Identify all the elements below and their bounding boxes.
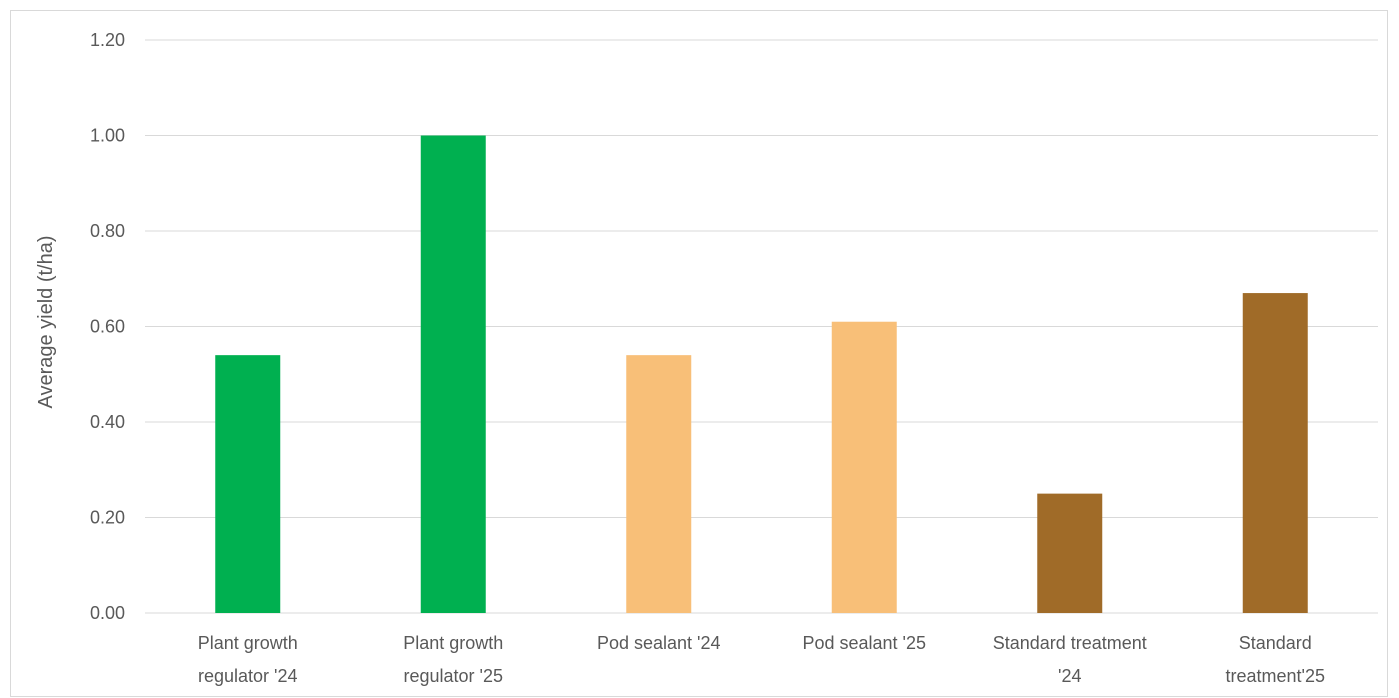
x-tick-label: Standard [1239,633,1312,653]
y-axis-title: Average yield (t/ha) [35,235,57,408]
x-tick-label: Plant growth [403,633,503,653]
x-axis-ticks: Plant growth regulator '24 Plant growth reg… [198,633,1325,686]
x-tick-label: Standard treatment [993,633,1147,653]
x-tick-label: regulator '25 [403,666,503,686]
x-tick-label: '24 [1058,666,1081,686]
y-axis-ticks: 0.00 0.20 0.40 0.60 0.80 1.00 1.20 [90,30,125,623]
bar [831,321,897,613]
y-tick-label: 0.80 [90,221,125,241]
y-tick-label: 0.40 [90,412,125,432]
y-tick-label: 1.20 [90,30,125,50]
x-tick-label: treatment'25 [1226,666,1326,686]
bar [1037,493,1103,613]
y-tick-label: 0.00 [90,603,125,623]
bar [626,355,692,613]
gridlines [145,39,1378,614]
bar [420,135,486,613]
y-tick-label: 1.00 [90,126,125,146]
bar [1242,293,1308,613]
x-tick-label: regulator '24 [198,666,298,686]
y-tick-label: 0.20 [90,508,125,528]
x-tick-label: Plant growth [198,633,298,653]
bars [215,135,1308,613]
y-tick-label: 0.60 [90,317,125,337]
x-tick-label: Pod sealant '24 [597,633,721,653]
bar [215,355,281,613]
x-tick-label: Pod sealant '25 [802,633,926,653]
